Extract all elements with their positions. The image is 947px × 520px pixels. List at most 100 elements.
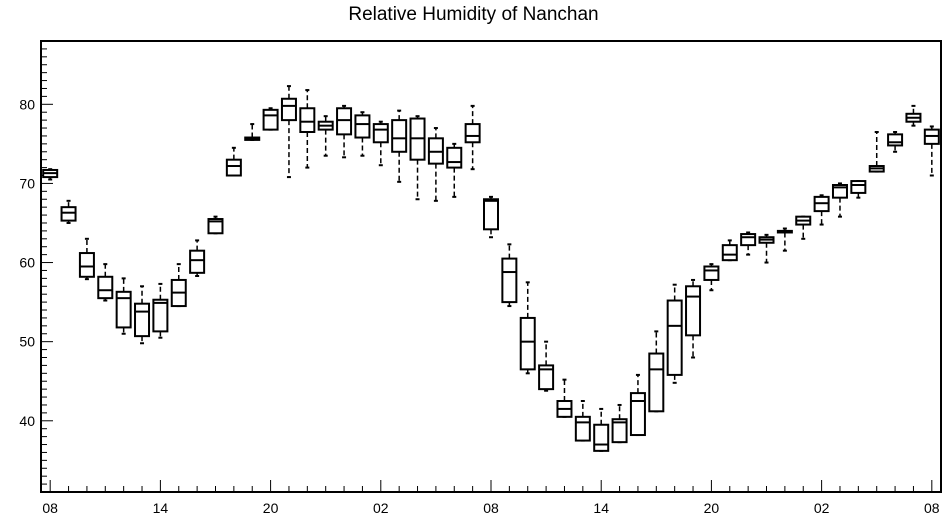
box-item [813,194,830,226]
box-iqr [629,392,646,437]
box-item [721,239,738,262]
y-tick-label: 60 [19,255,35,271]
box-item [60,199,77,224]
box-item [685,278,702,359]
box-item [758,233,775,264]
box-iqr [262,108,279,131]
box-iqr [483,198,499,231]
x-tick-label: 14 [593,500,609,516]
x-tick-label: 08 [483,500,499,516]
box-iqr [60,206,77,222]
box-item [483,195,499,239]
box-item [868,130,885,173]
box-iqr [574,415,591,442]
x-tick-label: 14 [153,500,169,516]
box-item [262,107,279,131]
box-item [464,104,481,171]
box-item [923,125,940,177]
box-iqr [740,233,757,247]
box-item [152,282,169,339]
box-iqr [446,146,463,169]
box-iqr [78,252,95,278]
box-item [740,231,757,256]
x-axis: 08 14 20 02 08 14 20 02 08 [42,480,940,516]
box-iqr [280,97,297,122]
y-tick-label: 40 [19,413,35,429]
x-tick-label: 20 [263,500,279,516]
box-item [446,142,463,198]
box-iqr [721,244,738,262]
plot-frame [40,40,942,493]
box-item [42,168,59,181]
box-item [666,283,683,384]
box-item [776,227,793,252]
box-iqr [501,257,518,304]
box-iqr [538,364,555,391]
box-item [611,403,628,444]
box-iqr [189,249,206,274]
y-tick-label: 80 [19,96,35,112]
box-iqr [391,119,408,153]
x-tick-label: 02 [373,500,389,516]
box-iqr [336,107,353,136]
box-item [795,215,812,240]
y-tick-label: 50 [19,334,35,350]
box-item [391,109,408,183]
box-iqr [464,123,481,144]
box-item [538,340,555,392]
box-item [78,237,95,281]
box-iqr [115,290,132,329]
box-iqr [648,352,665,413]
box-iqr [666,299,683,376]
box-item [593,407,610,452]
box-item [648,330,665,413]
box-item [115,277,132,335]
x-tick-label: 20 [704,500,720,516]
box-item [887,130,904,153]
plot-border [40,40,942,493]
box-item [317,115,334,157]
box-iqr [134,302,151,338]
box-iqr [593,423,610,452]
box-iqr [519,316,536,371]
box-iqr [152,298,169,333]
x-tick-label: 08 [924,500,940,516]
box-item [244,123,261,141]
box-iqr [611,418,628,444]
box-item [280,85,297,179]
box-iqr [354,114,371,139]
box-item [703,263,720,292]
box-item [850,180,867,199]
box-item [170,263,187,308]
y-axis: 40 50 60 70 80 [19,40,53,493]
box-item [299,89,316,169]
box-item [97,263,114,302]
box-series [42,85,940,452]
box-iqr [299,107,316,133]
box-item [519,281,536,375]
box-iqr [225,158,242,177]
box-iqr [207,218,224,235]
box-item [225,146,242,177]
box-iqr [703,265,720,281]
box-item [905,104,922,127]
box-item [831,182,848,218]
x-tick-label: 02 [814,500,830,516]
chart-title: Relative Humidity of Nanchan [348,4,599,25]
box-item [134,285,151,345]
box-item [629,373,646,437]
box-item [409,115,426,201]
box-item [354,111,371,157]
box-item [556,378,573,418]
box-item [427,127,444,202]
box-iqr [97,275,114,300]
box-item [207,215,224,235]
box-item [372,120,389,167]
box-iqr [887,133,904,147]
box-item [501,243,518,308]
box-item [574,400,591,442]
box-item [189,239,206,277]
box-iqr [850,180,867,194]
x-tick-label: 08 [42,500,58,516]
